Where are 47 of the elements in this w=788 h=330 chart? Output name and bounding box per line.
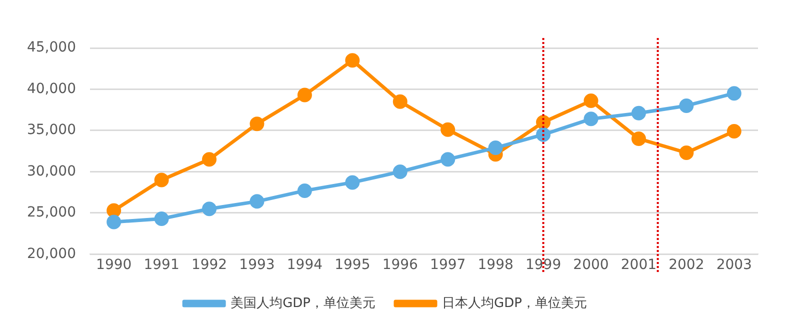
x-tick-label: 1993 bbox=[239, 257, 275, 274]
y-tick-label: 20,000 bbox=[26, 246, 76, 262]
x-tick-label: 1992 bbox=[191, 257, 228, 274]
x-tick-label: 1991 bbox=[144, 257, 180, 274]
y-tick-label: 45,000 bbox=[26, 40, 76, 56]
x-tick-label: 1994 bbox=[286, 257, 323, 274]
point bbox=[440, 152, 456, 167]
legend-label: 日本人均GDP，单位美元 bbox=[442, 294, 587, 311]
x-tick-label: 1996 bbox=[382, 257, 418, 274]
x-tick-label: 1999 bbox=[525, 257, 562, 274]
point bbox=[631, 106, 646, 120]
point bbox=[202, 152, 217, 167]
point bbox=[584, 112, 598, 126]
x-tick-label: 2003 bbox=[716, 257, 752, 274]
x-tick-label: 2000 bbox=[573, 257, 609, 274]
point bbox=[726, 86, 742, 101]
y-tick-label: 25,000 bbox=[26, 204, 76, 221]
point bbox=[440, 122, 456, 137]
x-tick-label: 2001 bbox=[620, 257, 657, 274]
point bbox=[297, 183, 312, 198]
point bbox=[584, 94, 598, 108]
x-tick-label: 1990 bbox=[96, 257, 132, 274]
y-tick-label: 35,000 bbox=[26, 122, 76, 138]
x-tick-label: 2002 bbox=[668, 257, 704, 274]
point bbox=[250, 194, 264, 209]
point bbox=[392, 94, 408, 109]
point bbox=[297, 88, 312, 102]
point bbox=[488, 140, 503, 156]
y-tick-label: 30,000 bbox=[26, 163, 76, 180]
point bbox=[679, 146, 694, 160]
point bbox=[202, 202, 217, 216]
point bbox=[345, 175, 360, 190]
point bbox=[250, 116, 264, 132]
point bbox=[631, 131, 646, 146]
point bbox=[154, 211, 169, 226]
y-tick-label: 40,000 bbox=[26, 80, 76, 97]
x-tick-label: 1995 bbox=[334, 257, 370, 274]
point bbox=[106, 203, 122, 218]
point bbox=[345, 53, 360, 68]
point bbox=[679, 98, 694, 113]
legend-label: 美国人均GDP，单位美元 bbox=[230, 294, 376, 311]
point bbox=[106, 214, 122, 230]
point bbox=[154, 172, 169, 188]
point bbox=[726, 124, 742, 139]
point bbox=[392, 164, 408, 179]
x-tick-label: 1997 bbox=[430, 257, 466, 274]
x-tick-label: 1998 bbox=[478, 257, 514, 274]
